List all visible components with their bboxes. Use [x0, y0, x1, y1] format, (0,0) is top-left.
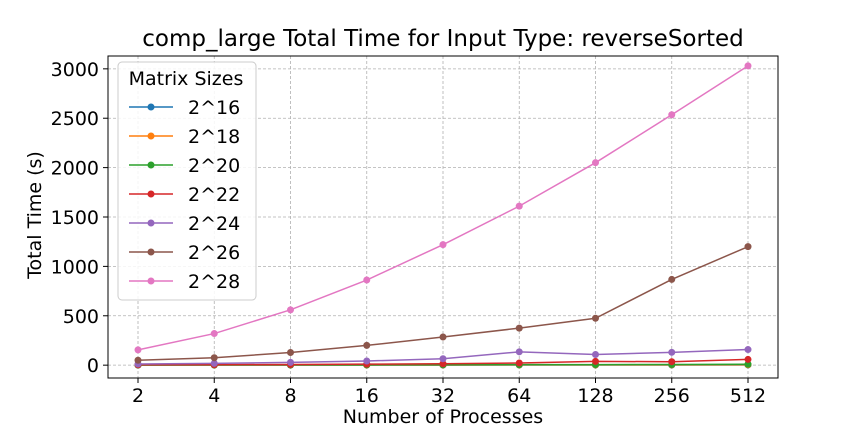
legend-label: 2^24: [188, 213, 240, 235]
x-tick-label: 128: [577, 385, 613, 407]
y-tick-label: 1000: [51, 256, 99, 278]
legend-label: 2^28: [188, 271, 240, 293]
legend-marker: [148, 278, 155, 285]
data-point: [516, 203, 523, 210]
data-point: [668, 276, 675, 283]
data-point: [211, 354, 218, 361]
chart-title: comp_large Total Time for Input Type: re…: [142, 26, 743, 52]
legend-label: 2^18: [188, 126, 240, 148]
data-point: [363, 342, 370, 349]
data-point: [516, 359, 523, 366]
legend-label: 2^22: [188, 184, 240, 206]
legend-marker: [148, 249, 155, 256]
data-point: [135, 346, 142, 353]
legend-marker: [148, 162, 155, 169]
data-point: [135, 357, 142, 364]
legend-title: Matrix Sizes: [129, 68, 244, 90]
legend-label: 2^16: [188, 97, 240, 119]
data-point: [287, 306, 294, 313]
data-point: [440, 241, 447, 248]
y-tick-label: 3000: [51, 59, 99, 81]
x-tick-label: 2: [132, 385, 144, 407]
x-tick-label: 512: [730, 385, 766, 407]
legend: Matrix Sizes 2^16 2^18 2^20 2^22 2^24 2^26 2^28: [118, 62, 256, 300]
x-tick-label: 16: [355, 385, 379, 407]
x-axis-label: Number of Processes: [343, 406, 543, 428]
legend-label: 2^20: [188, 155, 240, 177]
data-point: [745, 243, 752, 250]
data-point: [440, 355, 447, 362]
data-point: [440, 334, 447, 341]
data-point: [592, 358, 599, 365]
y-tick-label: 0: [87, 355, 99, 377]
data-point: [745, 356, 752, 363]
legend-marker: [148, 104, 155, 111]
data-point: [668, 111, 675, 118]
data-point: [668, 358, 675, 365]
legend-marker: [148, 220, 155, 227]
data-point: [592, 159, 599, 166]
legend-label: 2^26: [188, 242, 240, 264]
x-tick-label: 256: [654, 385, 690, 407]
legend-marker: [148, 133, 155, 140]
data-point: [592, 315, 599, 322]
data-point: [668, 349, 675, 356]
y-tick-label: 2000: [51, 158, 99, 180]
y-tick-label: 1500: [51, 207, 99, 229]
data-point: [745, 346, 752, 353]
x-tick-label: 8: [284, 385, 296, 407]
data-point: [516, 325, 523, 332]
data-point: [211, 330, 218, 337]
y-tick-label: 2500: [51, 108, 99, 130]
data-point: [745, 62, 752, 69]
data-point: [363, 358, 370, 365]
data-point: [363, 277, 370, 284]
x-tick-label: 4: [208, 385, 220, 407]
data-point: [592, 351, 599, 358]
x-tick-label: 64: [507, 385, 531, 407]
legend-marker: [148, 191, 155, 198]
y-tick-label: 500: [63, 306, 99, 328]
data-point: [516, 348, 523, 355]
y-axis-label: Total Time (s): [24, 151, 46, 280]
data-point: [287, 349, 294, 356]
data-point: [287, 359, 294, 366]
x-tick-label: 32: [431, 385, 455, 407]
